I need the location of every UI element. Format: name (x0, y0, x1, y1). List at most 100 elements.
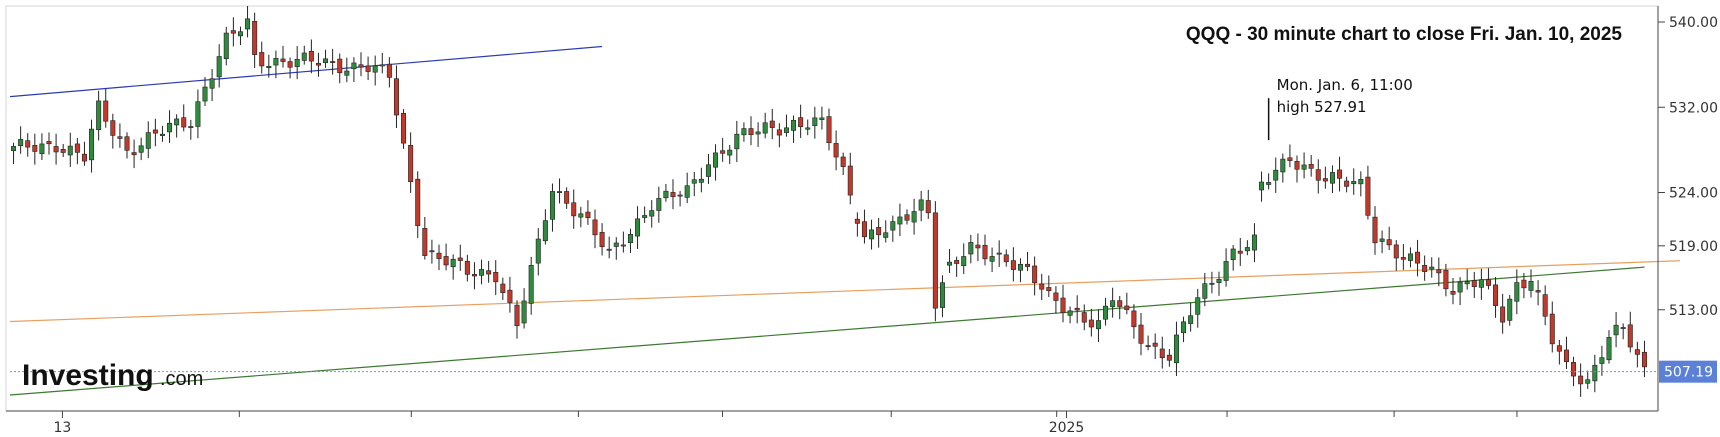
candle (847, 152, 853, 205)
candle (393, 65, 399, 129)
candle-body-down (769, 120, 775, 128)
candle-body-up (578, 213, 584, 218)
candle-body-up (379, 64, 385, 67)
candle-body-up (1606, 337, 1612, 361)
candle-body-up (237, 31, 243, 37)
candle-body-up (1067, 310, 1073, 316)
candle (1407, 247, 1413, 268)
candle (507, 276, 513, 313)
candle (450, 254, 456, 280)
candle-body-up (11, 146, 17, 151)
candle (1535, 280, 1541, 306)
candle-body-down (571, 202, 577, 217)
candle-body-down (1415, 251, 1421, 264)
y-tick-label: 513.00 (1669, 303, 1718, 319)
candle (1251, 223, 1257, 263)
candle (1521, 272, 1527, 299)
candle (1095, 309, 1101, 342)
candle (159, 125, 165, 142)
candle (783, 114, 789, 137)
candle-body-down (124, 136, 130, 151)
candle (287, 57, 293, 79)
candle-body-up (1429, 266, 1435, 270)
candle (1117, 295, 1123, 320)
candle (174, 114, 180, 138)
candle (1010, 247, 1016, 282)
candle-body-up (911, 211, 917, 223)
candle-body-down (1166, 354, 1172, 361)
candle (840, 152, 846, 176)
candle (939, 275, 945, 318)
candle (599, 223, 605, 256)
candle-body-down (876, 227, 882, 236)
candle-body-up (1017, 263, 1023, 271)
candle-body-up (649, 210, 655, 217)
candle-body-down (833, 143, 839, 158)
candle (74, 137, 80, 165)
candle-body-up (167, 122, 173, 133)
candle-body-down (46, 141, 52, 145)
candle-body-down (826, 116, 832, 144)
candle-body-up (635, 218, 641, 237)
candle (1046, 275, 1052, 298)
candle (1528, 269, 1534, 298)
candle (89, 119, 95, 173)
candle-body-up (642, 215, 648, 218)
candle-body-down (1450, 291, 1456, 295)
candle (1393, 240, 1399, 271)
candle (925, 189, 931, 219)
candle-body-down (81, 153, 87, 162)
candle (1145, 335, 1151, 351)
candle (1294, 155, 1300, 183)
candle (429, 239, 435, 264)
candle (1195, 288, 1201, 328)
candle (1003, 249, 1009, 267)
candle (613, 237, 619, 260)
candle-body-down (337, 58, 343, 74)
candle (1457, 277, 1463, 306)
candle-body-down (1117, 300, 1123, 307)
candle-body-up (713, 152, 719, 168)
candle-body-up (819, 117, 825, 120)
candle-body-up (273, 58, 279, 66)
candle-body-up (727, 149, 733, 156)
candle-body-up (542, 220, 548, 242)
candle (1159, 336, 1165, 369)
candle-body-up (606, 248, 612, 251)
x-tick-label: 2025 (1049, 420, 1085, 436)
candle-body-up (479, 269, 485, 276)
candle (216, 44, 222, 88)
candle (1542, 285, 1548, 326)
candle (918, 190, 924, 222)
candle-body-down (393, 78, 399, 116)
candle (273, 50, 279, 79)
candle-body-down (1060, 297, 1066, 314)
candle (32, 133, 38, 165)
candle-body-down (1322, 178, 1328, 182)
candle (266, 54, 272, 78)
candle (1500, 293, 1506, 334)
candle-body-down (252, 20, 258, 55)
candle-body-up (1223, 261, 1229, 281)
candle (308, 39, 314, 74)
candle (1571, 356, 1577, 387)
candle (479, 259, 485, 285)
candle (131, 139, 137, 169)
candle-body-down (287, 61, 293, 68)
candle (39, 133, 45, 160)
candle-body-down (32, 145, 38, 152)
candle (1266, 173, 1272, 190)
candle (1202, 272, 1208, 307)
logo-suffix: .com (160, 368, 203, 390)
candle (1131, 304, 1137, 339)
candle (705, 153, 711, 184)
candle (323, 49, 329, 68)
candle (1372, 206, 1378, 255)
candle-body-up (613, 242, 619, 247)
candle (1032, 256, 1038, 296)
candle-body-up (1585, 379, 1591, 384)
candle (932, 201, 938, 322)
candle (819, 106, 825, 130)
candle-body-up (1514, 282, 1520, 302)
